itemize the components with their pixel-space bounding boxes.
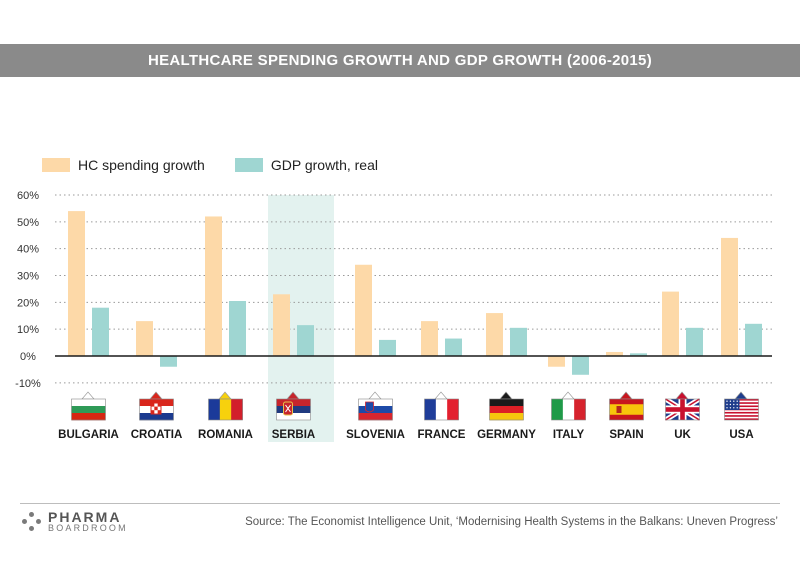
flag-germany-icon (489, 391, 524, 421)
flag-france-icon (424, 391, 459, 421)
flag-italy-icon (551, 391, 586, 421)
x-category-label: USA (729, 429, 753, 441)
flag-bulgaria-icon (71, 391, 106, 421)
bar-hc-spending (355, 264, 372, 356)
y-tick-label: 30% (17, 271, 39, 283)
legend-item-hc: HC spending growth (42, 157, 205, 173)
bar-hc-spending (606, 351, 623, 356)
logo-text-boardroom: BOARDROOM (48, 523, 128, 533)
bar-gdp-growth (630, 353, 647, 356)
x-category-label: BULGARIA (58, 429, 119, 441)
y-tick-label: 40% (17, 244, 39, 256)
bar-hc-spending (136, 321, 153, 356)
x-category-label: CROATIA (131, 429, 183, 441)
bar-gdp-growth (229, 300, 246, 356)
flag-spain-icon (609, 391, 644, 421)
bar-hc-spending (205, 216, 222, 356)
flag-serbia-icon (276, 391, 311, 421)
logo-text-pharma: PHARMA (48, 509, 122, 525)
legend-label-gdp: GDP growth, real (270, 157, 378, 173)
bar-hc-spending (662, 291, 679, 356)
footer-divider (20, 503, 780, 504)
logo-dots-icon (22, 511, 42, 532)
x-category-label: SERBIA (272, 429, 315, 441)
bar-gdp-growth (92, 307, 109, 356)
x-category-label: SLOVENIA (346, 429, 405, 441)
flag-usa-icon (724, 391, 759, 421)
legend: HC spending growth GDP growth, real (42, 157, 408, 173)
x-category-label: UK (674, 429, 691, 441)
x-category-label: FRANCE (418, 429, 466, 441)
flag-slovenia-icon (358, 391, 393, 421)
bar-gdp-growth (686, 327, 703, 356)
bar-gdp-growth (297, 325, 314, 356)
bar-chart: 60% 50% 40% 30% 20% 10% 0% -10% BULGARIA CROATIA R… (15, 190, 772, 442)
y-tick-label: 0% (20, 351, 36, 363)
flag-romania-icon (208, 391, 243, 421)
chart-title: HEALTHCARE SPENDING GROWTH AND GDP GROWT… (0, 44, 800, 77)
bar-hc-spending (721, 237, 738, 356)
bar-gdp-growth (445, 338, 462, 356)
x-category-label: GERMANY (477, 429, 536, 441)
bar-gdp-growth (379, 339, 396, 356)
x-category-label: SPAIN (609, 429, 643, 441)
bar-gdp-growth (160, 356, 177, 367)
bar-gdp-growth (572, 356, 589, 375)
bar-hc-spending (273, 294, 290, 356)
source-note: Source: The Economist Intelligence Unit,… (245, 516, 778, 528)
bar-hc-spending (548, 356, 565, 367)
x-category-label: ITALY (553, 429, 585, 441)
flag-croatia-icon (139, 391, 174, 421)
pharmaboardroom-logo: PHARMA BOARDROOM (22, 510, 128, 533)
legend-swatch-gdp (234, 158, 263, 172)
legend-item-gdp: GDP growth, real (234, 157, 378, 173)
y-tick-label: 50% (17, 217, 39, 229)
flag-uk-icon (664, 391, 701, 423)
bar-gdp-growth (745, 323, 762, 356)
bar-hc-spending (486, 313, 503, 356)
y-tick-label: 10% (17, 324, 39, 336)
bar-gdp-growth (510, 327, 527, 356)
x-category-label: ROMANIA (198, 429, 253, 441)
y-tick-label: -10% (15, 378, 41, 390)
bar-hc-spending (421, 321, 438, 356)
y-tick-label: 60% (17, 190, 39, 202)
legend-swatch-hc (42, 158, 70, 172)
legend-label-hc: HC spending growth (78, 157, 205, 173)
y-tick-label: 20% (17, 297, 39, 309)
bar-hc-spending (68, 211, 85, 356)
